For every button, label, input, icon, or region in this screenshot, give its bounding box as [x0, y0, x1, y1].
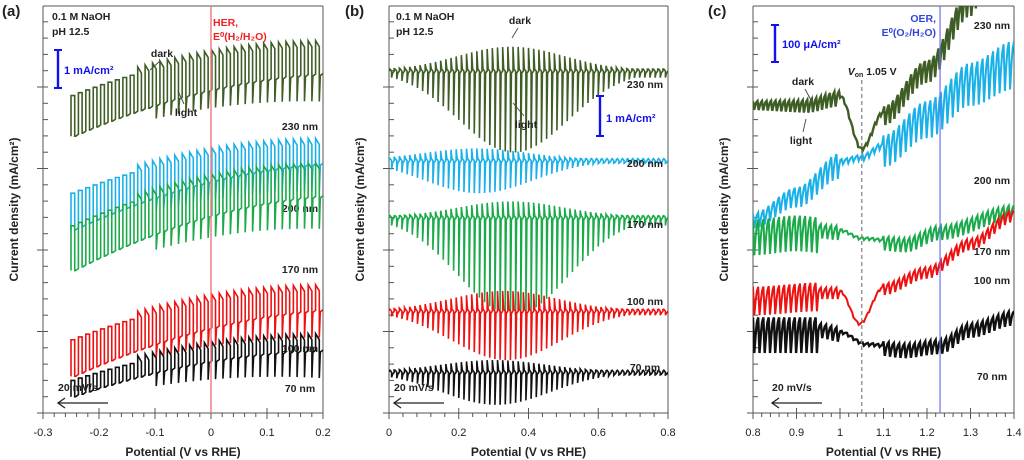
series-label: 70 nm: [630, 362, 660, 374]
series-line-230-nm: [389, 46, 668, 153]
series-label: 100 nm: [627, 296, 663, 308]
light-pointer-label: light: [515, 119, 538, 131]
dark-pointer: [511, 27, 519, 39]
x-tick-label: 1.1: [876, 427, 891, 439]
series-line-230-nm: [753, 6, 978, 154]
series-line-200-nm: [753, 40, 1014, 229]
x-tick-label: 1.3: [963, 427, 978, 439]
series-line-70-nm: [389, 360, 668, 405]
panel-c: (c) 0.8 0.9 1 1.1 1.2 1.3 1.4 Potential (V vs R…: [708, 3, 1022, 459]
series-label: 170 nm: [627, 219, 663, 231]
y-axis-title: Current density (mA/cm²): [7, 137, 21, 281]
panel-c-plot: 0.8 0.9 1 1.1 1.2 1.3 1.4 Potential (V vs RHE) C…: [717, 5, 1022, 459]
series-label: 170 nm: [282, 264, 318, 276]
series-label: 230 nm: [974, 20, 1010, 32]
dark-pointer-label: dark: [792, 76, 814, 88]
series-label: 200 nm: [974, 175, 1010, 187]
x-tick-label: 1.2: [919, 427, 934, 439]
x-tick-label: 0: [386, 427, 392, 439]
light-pointer-label: light: [175, 107, 198, 119]
scan-rate-label: 20 mV/s: [772, 382, 812, 394]
series-line-100-nm: [389, 290, 668, 361]
x-tick-label: -0.1: [146, 427, 165, 439]
y-axis-title: Current density (mA/cm²): [717, 137, 731, 281]
ph-label: pH 12.5: [396, 26, 434, 38]
von-label: Von 1.05 V: [848, 66, 897, 79]
light-pointer-label: light: [790, 135, 813, 147]
x-tick-label: 0.1: [259, 427, 274, 439]
series-line-70-nm: [70, 330, 323, 398]
light-pointer: [512, 102, 525, 117]
x-tick-label: 0.8: [745, 427, 760, 439]
series-label: 100 nm: [974, 275, 1010, 287]
panel-c-label: (c): [708, 3, 726, 20]
scale-bar-label: 1 mA/cm²: [606, 113, 656, 125]
scale-bar-label: 100 μA/cm²: [782, 39, 841, 51]
x-tick-label: 0.4: [521, 427, 536, 439]
series-line-100-nm: [70, 281, 323, 378]
dark-pointer-label: dark: [509, 15, 531, 27]
scale-bar-label: 1 mA/cm²: [64, 65, 114, 77]
light-pointer: [177, 90, 185, 105]
x-tick-label: 1: [837, 427, 843, 439]
series-line-230-nm: [70, 37, 323, 138]
dark-pointer: [149, 60, 161, 71]
panel-b: (b) 0 0.2 0.4 0.6 0.8 Potential (V vs RHE) Cur…: [345, 3, 676, 459]
x-axis-title: Potential (V vs RHE): [471, 445, 586, 459]
series-label: 170 nm: [974, 246, 1010, 258]
light-pointer: [802, 118, 807, 133]
series-label: 70 nm: [977, 371, 1007, 383]
x-tick-label: -0.3: [34, 427, 53, 439]
x-tick-label: 1.4: [1006, 427, 1021, 439]
dark-pointer: [804, 88, 812, 101]
electrolyte-label: 0.1 M NaOH: [52, 11, 110, 23]
electrolyte-label: 0.1 M NaOH: [396, 11, 454, 23]
her-label: HER,: [213, 17, 238, 29]
x-tick-label: 0.9: [789, 427, 804, 439]
x-tick-label: 0.2: [315, 427, 330, 439]
series-line-170-nm: [753, 202, 1014, 256]
panel-b-label: (b): [345, 3, 364, 20]
series-line-170-nm: [70, 159, 323, 272]
panel-a: (a) -0.3 -0.2 -0.1 0 0.1 0.2 Potential (V vs R…: [2, 3, 331, 459]
dark-pointer-label: dark: [151, 48, 173, 60]
oer-label: OER,: [910, 13, 936, 25]
oer-potential-label: E⁰(O₂/H₂O): [882, 27, 936, 39]
ph-label: pH 12.5: [52, 26, 90, 38]
x-tick-label: 0.6: [591, 427, 606, 439]
y-axis-title: Current density (mA/cm²): [353, 137, 367, 281]
series-label: 200 nm: [627, 158, 663, 170]
series-line-100-nm: [753, 208, 1014, 327]
scan-rate-label: 20 mV/s: [58, 382, 98, 394]
scan-rate-label: 20 mV/s: [394, 382, 434, 394]
arrow-head-icon: [392, 397, 402, 409]
her-potential-label: E⁰(H₂/H₂O): [213, 31, 267, 43]
series-line-170-nm: [389, 201, 668, 316]
series-label: 230 nm: [627, 79, 663, 91]
x-tick-label: 0: [208, 427, 214, 439]
panel-b-plot: 0 0.2 0.4 0.6 0.8 Potential (V vs RHE) Current…: [353, 5, 676, 459]
series-line-70-nm: [753, 307, 1014, 359]
arrow-head-icon: [56, 397, 66, 409]
x-tick-label: -0.2: [90, 427, 109, 439]
x-axis-title: Potential (V vs RHE): [125, 445, 240, 459]
series-line-200-nm: [389, 148, 668, 194]
panel-a-plot: -0.3 -0.2 -0.1 0 0.1 0.2 Potential (V vs RHE) C…: [7, 5, 331, 459]
x-tick-label: 0.2: [451, 427, 466, 439]
x-tick-label: 0.8: [660, 427, 675, 439]
arrow-head-icon: [770, 397, 780, 409]
series-label: 230 nm: [282, 121, 318, 133]
panel-a-label: (a): [2, 3, 20, 20]
x-axis-title: Potential (V vs RHE): [826, 445, 941, 459]
series-label: 70 nm: [285, 383, 315, 395]
